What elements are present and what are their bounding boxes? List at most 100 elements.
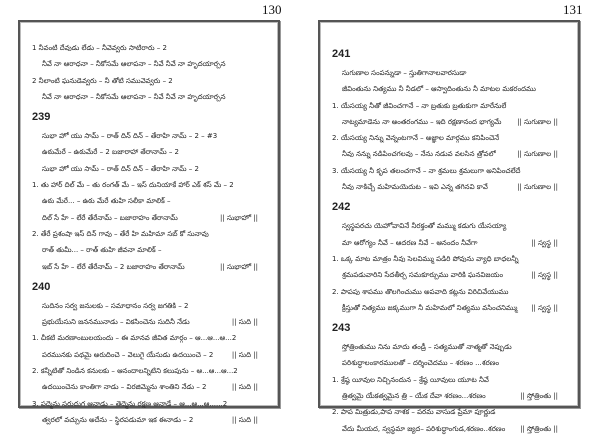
lyric-line: స్వస్థపరచు యెహోవావినే నీరక్తంతో మమ్ము కడ… (332, 218, 570, 234)
lyric-line: రాత్ తుమీ... – రాత్ తుహి జీవనా మాలిక్ – (32, 242, 270, 258)
lyric-line: 3. యేసయ్య నీ కృప తలంచగానే – నా శ్రమలు శ్… (332, 163, 570, 179)
lyric-line: ఇబ్ సే హే – లేరే తేరేనామ్ – 2 బజారాహం తే… (32, 258, 270, 275)
lyric-line: 2. తేరే ప్రశంషా ఇస్ దిన్ గావు – తేరే హి … (32, 226, 270, 242)
refrain-marker: || సుది || (228, 379, 258, 396)
refrain-marker: || సుది || (228, 411, 258, 429)
lyric-text: జీవింతును నిత్యము నీ నీడలో – ఆస్వాదింతున… (342, 85, 536, 94)
refrain-marker: || స్వస్థ || (528, 234, 558, 251)
lyric-line: 2. కన్నీటితో నిండిన కనులకు – ఆనందాలన్నిట… (32, 363, 270, 379)
lyric-text: నీవు నన్ను నడిపించగలవు – నేను నడువ వలసిన… (342, 150, 496, 159)
lyric-text: నీవు నాకిచ్చే మహిమయెదుట – ఇవి ఎన్న తగినవ… (342, 183, 488, 192)
lyric-text: ఇబ్ సే హే – లేరే తేరేనామ్ – 2 బజారాహం తే… (42, 262, 185, 271)
lyric-line: నీవు నన్ను నడిపించగలవు – నేను నడువ వలసిన… (332, 146, 570, 163)
lyric-text: 2. యేసయ్య నిన్ను వెన్నంటగానే – అజ్ఞాల మా… (332, 134, 500, 143)
lyric-line: త్వరలో వచ్చును అదేను – స్థిరపడుమా ఇక ఈనా… (32, 411, 270, 429)
lyric-text: రాత్ తుమీ... – రాత్ తుహి జీవనా మాలిక్ – (42, 246, 162, 255)
lyric-text: 1. శ్రేష్ఠ యీవుల నిచ్చినందున – శ్రేష్ఠ య… (332, 375, 489, 384)
refrain-marker: || సుది || (228, 314, 258, 331)
lyric-line: నీవే నా ఆరాధనా – నీకోసమే ఆలాపనా – నీవే న… (32, 56, 270, 72)
lyric-line: నీవే నా ఆరాధనా – నీకోసమే ఆలాపనా – నీవే న… (32, 89, 270, 105)
lyric-line: 1. శ్రేష్ఠ యీవుల నిచ్చినందున – శ్రేష్ఠ య… (332, 372, 570, 388)
lyric-text: 2. కన్నీటితో నిండిన కనులకు – ఆనందాలన్నిట… (32, 367, 238, 376)
lyric-text: మా ఆరోగ్యం నీవే – ఆదరణ నీవే – ఆనందం నీవే… (342, 238, 478, 247)
lyric-line: 1. ఒక్క మాట మాత్రం నీవు సెలవిమ్ము పడిరి … (332, 251, 570, 267)
lyric-line: 1 నీవంటి దేవుడు లేడు – నీవెవ్వరు సాటిరార… (32, 40, 270, 56)
lyric-line: క్రీస్తుతో నిత్యము జక్కముగా నీ మహిమలో ని… (332, 299, 570, 317)
lyric-text: త్వరలో వచ్చును అదేను – స్థిరపడుమా ఇక ఈనా… (42, 415, 194, 424)
right-page-number: 131 (563, 2, 583, 17)
lyric-text: 2. తేరే ప్రశంషా ఇస్ దిన్ గావు – తేరే హి … (32, 229, 209, 238)
left-page: 1 నీవంటి దేవుడు లేడు – నీవెవ్వరు సాటిరార… (18, 20, 280, 429)
refrain-marker: || స్తోత్రింతు || (517, 420, 558, 437)
lyric-line: జీవింతును నిత్యము నీ నీడలో – ఆస్వాదింతున… (332, 81, 570, 97)
lyric-line: శ్రమపడువారిని సేదతీర్చ సమకూర్చుము వారికి… (332, 267, 570, 284)
lyric-text: స్వస్థపరచు యెహోవావినే నీరక్తంతో మమ్ము కడ… (342, 222, 507, 231)
lyric-text: నాట్యమాడెను నా అంతరంగము – ఇది రక్షణానంద … (342, 117, 502, 126)
lyric-line: వేదు మీయద, స్వస్థమా జ్యద– పరిశుద్ధాంగుడ,… (332, 420, 570, 437)
lyric-text: ప్రభుయేసుని జననమునాడు – వికసించెను సుదిన… (42, 318, 190, 327)
lyric-text: నీవే నా ఆరాధనా – నీకోసమే ఆలాపనా – నీవే న… (42, 60, 226, 69)
lyric-line: ఉదయించెను కాంతిగా నాడు – విరజిమ్మెను శాం… (32, 379, 270, 396)
lyric-line: 2. యేసయ్య నిన్ను వెన్నంటగానే – అజ్ఞాల మా… (332, 130, 570, 146)
lyric-text: 3. పద్మెను సరుదుగ ఆనాడు – తెద్మెను రక్షణ… (32, 399, 228, 408)
lyric-text: 3. యేసయ్య నీ కృప తలంచగానే – నా శ్రమలు శ్… (332, 166, 521, 175)
lyric-line: నీవు నాకిచ్చే మహిమయెదుట – ఇవి ఎన్న తగినవ… (332, 179, 570, 196)
lyric-text: పరిశుద్ధాలంకారములతో – దర్శించెదము – శరణం… (342, 359, 500, 368)
song-number: 243 (332, 322, 351, 335)
lyric-text: ఉఠు మేరే... – ఉఠు మేరే తుహి సలీకా మాలిక్… (42, 197, 171, 206)
refrain-marker: || స్తోత్రింతు || (517, 388, 558, 405)
lyric-text: 1. యేసయ్య నీతో జీవించగానే – నా బ్రతుకు బ… (332, 101, 507, 110)
lyric-text: 2 నీలాంటి ఘనుడెవ్వరు – నీ తోటి సమువెవ్వర… (32, 76, 173, 85)
lyric-text: ఉదయించెను కాంతిగా నాడు – విరజిమ్మెను శాం… (42, 383, 207, 392)
lyric-text: 1 నీవంటి దేవుడు లేడు – నీవెవ్వరు సాటిరార… (32, 44, 167, 52)
lyric-line: సుభా హో యు సామ్ – రాత్ దిన్ దిన్ – తేరాహ… (32, 161, 270, 177)
lyric-text: స్తోత్రింతుము నిను మాదు తండ్రీ – సత్యముత… (342, 343, 512, 352)
lyric-text: 1. తు హార్ దిల్ మే – తు రంగత్ మే – ఇస్ ద… (32, 181, 234, 190)
lyric-line: త్రిత్వమై యేకత్వమైన త్రి – యేక దేవా శరణం… (332, 388, 570, 405)
lyric-line: 2. పాపపు శాపము తొలగించుము అపవాది కట్లను … (332, 284, 570, 300)
lyric-text: దిల్ సే హే – లేరే తేరేనామ్ – బజారాహం తేర… (42, 213, 178, 222)
lyric-line: ప్రభుయేసుని జననమునాడు – వికసించెను సుదిన… (32, 314, 270, 331)
lyric-text: త్రిత్వమై యేకత్వమైన త్రి – యేక దేవా శరణం… (342, 392, 486, 401)
lyric-line: పరమునకు పథమై అరుదించె – వెలుగై యేసుడు ఉద… (32, 346, 270, 364)
lyric-line: స్తోత్రింతుము నిను మాదు తండ్రీ – సత్యముత… (332, 339, 570, 355)
lyric-text: సుభా హో యు సామ్ – రాత్ దిన్ దిన్ – తేరాహ… (42, 164, 199, 173)
lyric-line: పరిశుద్ధాలంకారములతో – దర్శించెదము – శరణం… (332, 355, 570, 371)
lyric-line: నాట్యమాడెను నా అంతరంగము – ఇది రక్షణానంద … (332, 113, 570, 131)
song-number: 242 (332, 201, 351, 214)
lyric-text: 2. పాపపు శాపము తొలగించుము అపవాది కట్లను … (332, 287, 509, 296)
lyric-text: సుదినం సర్వ జనులకు – సమాధానం సర్వ జగతికి… (42, 301, 189, 310)
refrain-marker: || సుగుణాల || (514, 113, 558, 131)
lyric-line: 1. తు హార్ దిల్ మే – తు రంగత్ మే – ఇస్ ద… (32, 177, 270, 193)
lyric-line: 3. పద్మెను సరుదుగ ఆనాడు – తెద్మెను రక్షణ… (32, 396, 270, 412)
refrain-marker: || సుది || (228, 346, 258, 364)
song-number: 240 (32, 280, 51, 293)
right-page: 241 సుగుణాల సంపన్నుడా – స్తుతిగానాలవారసుడ… (318, 20, 580, 437)
song-number: 239 (32, 111, 51, 124)
lyric-line: ఉఠు మేరే... – ఉఠు మేరే తుహి సలీకా మాలిక్… (32, 193, 270, 209)
lyric-line: సుభా హో యు సామ్ – రాత్ దిన్ దిన్ – తేరాహ… (32, 128, 270, 144)
lyric-text: 2. పాప మిత్రుడు,పాప నాశక – పరమ వాసుడ ప్ర… (332, 408, 496, 417)
lyric-text: పరమునకు పథమై అరుదించె – వెలుగై యేసుడు ఉద… (42, 350, 214, 359)
lyric-line: 2 నీలాంటి ఘనుడెవ్వరు – నీ తోటి సమువెవ్వర… (32, 73, 270, 89)
refrain-marker: || సుగుణాల || (514, 179, 558, 196)
lyric-text: వేదు మీయద, స్వస్థమా జ్యద– పరిశుద్ధాంగుడ,… (342, 424, 506, 433)
lyric-line: మా ఆరోగ్యం నీవే – ఆదరణ నీవే – ఆనందం నీవే… (332, 234, 570, 251)
left-page-number: 130 (262, 2, 282, 17)
lyric-line: సుగుణాల సంపన్నుడా – స్తుతిగానాలవారసుడా (332, 65, 570, 81)
lyric-line: ఉఠుమేరే – ఉఠుమేరే – 2 బజారాహా తేరానామ్ –… (32, 144, 270, 160)
lyric-text: 1. చీకటి మరణాంబులయందు – ఈ మానవ జీవిత మార… (32, 334, 237, 343)
lyric-text: 1. ఒక్క మాట మాత్రం నీవు సెలవిమ్ము పడిరి … (332, 254, 519, 263)
lyric-text: నీవే నా ఆరాధనా – నీకోసమే ఆలాపనా – నీవే న… (42, 92, 226, 101)
lyric-line: 1. చీకటి మరణాంబులయందు – ఈ మానవ జీవిత మార… (32, 330, 270, 346)
refrain-marker: || సుగుణాల || (514, 146, 558, 163)
lyric-text: సుగుణాల సంపన్నుడా – స్తుతిగానాలవారసుడా (342, 69, 467, 77)
lyric-line: 1. యేసయ్య నీతో జీవించగానే – నా బ్రతుకు బ… (332, 98, 570, 114)
refrain-marker: || సుభాహో || (217, 209, 258, 226)
lyric-line: సుదినం సర్వ జనులకు – సమాధానం సర్వ జగతికి… (32, 298, 270, 314)
refrain-marker: || స్వస్థ || (528, 267, 558, 284)
lyric-text: ఉఠుమేరే – ఉఠుమేరే – 2 బజారాహా తేరానామ్ –… (42, 148, 179, 157)
lyric-text: క్రీస్తుతో నిత్యము జక్కముగా నీ మహిమలో ని… (342, 303, 518, 312)
lyric-text: సుభా హో యు సామ్ – రాత్ దిన్ దిన్ – తేరాహ… (42, 132, 218, 141)
refrain-marker: || స్వస్థ || (528, 299, 558, 317)
